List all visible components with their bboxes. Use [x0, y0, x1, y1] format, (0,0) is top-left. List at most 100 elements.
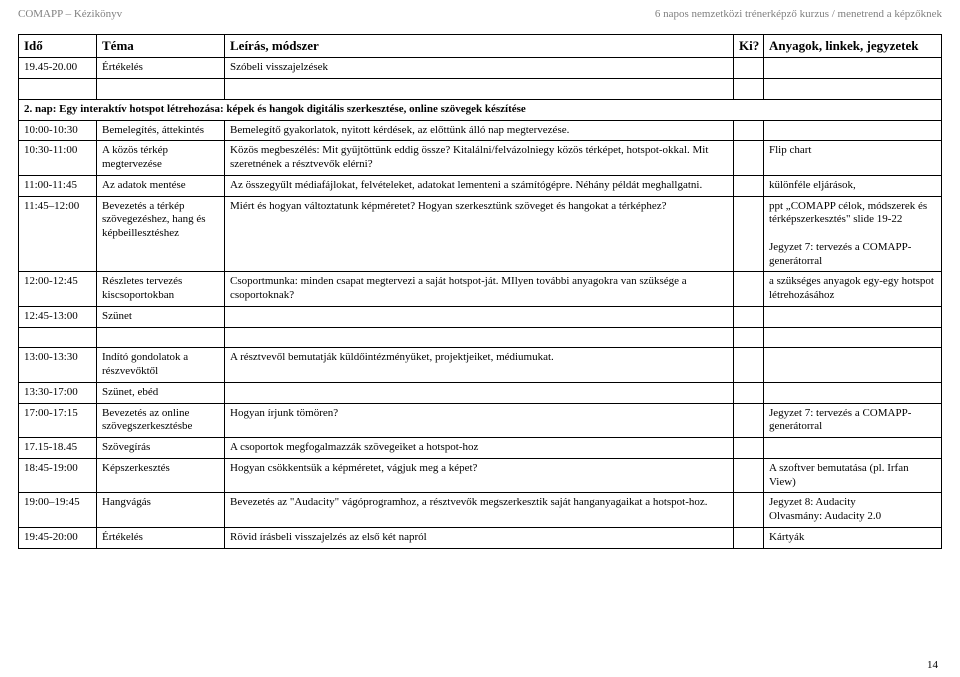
col-tema: Téma [97, 35, 225, 58]
cell-time: 11:45–12:00 [19, 196, 97, 272]
cell-ki [734, 438, 764, 459]
section-title: 2. nap: Egy interaktív hotspot létrehozá… [19, 99, 942, 120]
table-row: 12:00-12:45Részletes tervezés kiscsoport… [19, 272, 942, 307]
cell-mat: Jegyzet 7: tervezés a COMAPP-generátorra… [764, 403, 942, 438]
cell-blank [19, 327, 97, 348]
cell-desc: Bevezetés az "Audacity" vágóprogramhoz, … [225, 493, 734, 528]
cell-tema: Szünet [97, 306, 225, 327]
cell-desc: A csoportok megfogalmazzák szövegeiket a… [225, 438, 734, 459]
cell-time: 12:00-12:45 [19, 272, 97, 307]
table-row-blank [19, 79, 942, 100]
table-row: 12:45-13:00Szünet [19, 306, 942, 327]
table-row: 19:00–19:45HangvágásBevezetés az "Audaci… [19, 493, 942, 528]
cell-time: 11:00-11:45 [19, 175, 97, 196]
cell-mat: Kártyák [764, 527, 942, 548]
cell-mat [764, 58, 942, 79]
table-row: 10:00-10:30Bemelegítés, áttekintésBemele… [19, 120, 942, 141]
cell-desc: Hogyan írjunk tömören? [225, 403, 734, 438]
cell-blank [225, 327, 734, 348]
cell-tema: Indító gondolatok a részvevőktől [97, 348, 225, 383]
cell-tema: A közös térkép megtervezése [97, 141, 225, 176]
cell-tema: Szövegírás [97, 438, 225, 459]
cell-desc: Miért és hogyan változtatunk képméretet?… [225, 196, 734, 272]
cell-desc: Bemelegítő gyakorlatok, nyitott kérdések… [225, 120, 734, 141]
cell-ki [734, 120, 764, 141]
page-header: COMAPP – Kézikönyv 6 napos nemzetközi tr… [18, 8, 942, 20]
table-row: 10:30-11:00A közös térkép megtervezéseKö… [19, 141, 942, 176]
cell-mat: különféle eljárások, [764, 175, 942, 196]
cell-desc: A résztvevől bemutatják küldőintézményük… [225, 348, 734, 383]
cell-blank [19, 79, 97, 100]
cell-blank [734, 79, 764, 100]
cell-ki [734, 306, 764, 327]
cell-desc: Szóbeli visszajelzések [225, 58, 734, 79]
cell-time: 10:00-10:30 [19, 120, 97, 141]
cell-tema: Bemelegítés, áttekintés [97, 120, 225, 141]
cell-mat: ppt „COMAPP célok, módszerek és térképsz… [764, 196, 942, 272]
cell-mat: a szükséges anyagok egy-egy hotspot létr… [764, 272, 942, 307]
col-desc: Leírás, módszer [225, 35, 734, 58]
cell-mat [764, 348, 942, 383]
table-row-blank [19, 327, 942, 348]
cell-ki [734, 382, 764, 403]
cell-desc: Közös megbeszélés: Mit gyűjtöttünk eddig… [225, 141, 734, 176]
table-row: 19:45-20:00ÉrtékelésRövid írásbeli vissz… [19, 527, 942, 548]
cell-time: 19:45-20:00 [19, 527, 97, 548]
cell-blank [734, 327, 764, 348]
col-mat: Anyagok, linkek, jegyzetek [764, 35, 942, 58]
cell-tema: Bevezetés az online szövegszerkesztésbe [97, 403, 225, 438]
cell-mat: Jegyzet 8: Audacity Olvasmány: Audacity … [764, 493, 942, 528]
cell-tema: Részletes tervezés kiscsoportokban [97, 272, 225, 307]
table-header-row: Idő Téma Leírás, módszer Ki? Anyagok, li… [19, 35, 942, 58]
cell-desc: Rövid írásbeli visszajelzés az első két … [225, 527, 734, 548]
cell-tema: Szünet, ebéd [97, 382, 225, 403]
cell-desc: Hogyan csökkentsük a képméretet, vágjuk … [225, 458, 734, 493]
col-ki: Ki? [734, 35, 764, 58]
page-number: 14 [927, 659, 938, 671]
cell-mat: Flip chart [764, 141, 942, 176]
header-right: 6 napos nemzetközi trénerképző kurzus / … [655, 8, 942, 20]
cell-ki [734, 493, 764, 528]
cell-mat: A szoftver bemutatása (pl. Irfan View) [764, 458, 942, 493]
cell-desc: Az összegyűlt médiafájlokat, felvételeke… [225, 175, 734, 196]
cell-ki [734, 348, 764, 383]
cell-time: 17:00-17:15 [19, 403, 97, 438]
table-row: 18:45-19:00KépszerkesztésHogyan csökkent… [19, 458, 942, 493]
cell-ki [734, 58, 764, 79]
cell-desc [225, 306, 734, 327]
table-row: 11:45–12:00Bevezetés a térkép szövegezés… [19, 196, 942, 272]
table-row: 11:00-11:45Az adatok mentéseAz összegyűl… [19, 175, 942, 196]
cell-desc: Csoportmunka: minden csapat megtervezi a… [225, 272, 734, 307]
table-row: 17.15-18.45SzövegírásA csoportok megfoga… [19, 438, 942, 459]
cell-tema: Képszerkesztés [97, 458, 225, 493]
cell-time: 19.45-20.00 [19, 58, 97, 79]
cell-mat [764, 120, 942, 141]
cell-mat [764, 306, 942, 327]
cell-blank [97, 79, 225, 100]
cell-tema: Értékelés [97, 527, 225, 548]
cell-blank [225, 79, 734, 100]
cell-time: 10:30-11:00 [19, 141, 97, 176]
cell-tema: Hangvágás [97, 493, 225, 528]
cell-ki [734, 141, 764, 176]
cell-tema: Bevezetés a térkép szövegezéshez, hang é… [97, 196, 225, 272]
cell-blank [764, 327, 942, 348]
cell-ki [734, 196, 764, 272]
cell-ki [734, 272, 764, 307]
cell-time: 18:45-19:00 [19, 458, 97, 493]
cell-ki [734, 175, 764, 196]
cell-blank [97, 327, 225, 348]
cell-tema: Értékelés [97, 58, 225, 79]
cell-mat [764, 438, 942, 459]
cell-time: 13:00-13:30 [19, 348, 97, 383]
table-row: 19.45-20.00ÉrtékelésSzóbeli visszajelzés… [19, 58, 942, 79]
cell-time: 19:00–19:45 [19, 493, 97, 528]
cell-ki [734, 527, 764, 548]
cell-time: 12:45-13:00 [19, 306, 97, 327]
header-left: COMAPP – Kézikönyv [18, 8, 122, 20]
cell-tema: Az adatok mentése [97, 175, 225, 196]
table-row: 17:00-17:15Bevezetés az online szövegsze… [19, 403, 942, 438]
schedule-table: Idő Téma Leírás, módszer Ki? Anyagok, li… [18, 34, 942, 549]
col-time: Idő [19, 35, 97, 58]
table-row: 13:30-17:00Szünet, ebéd [19, 382, 942, 403]
